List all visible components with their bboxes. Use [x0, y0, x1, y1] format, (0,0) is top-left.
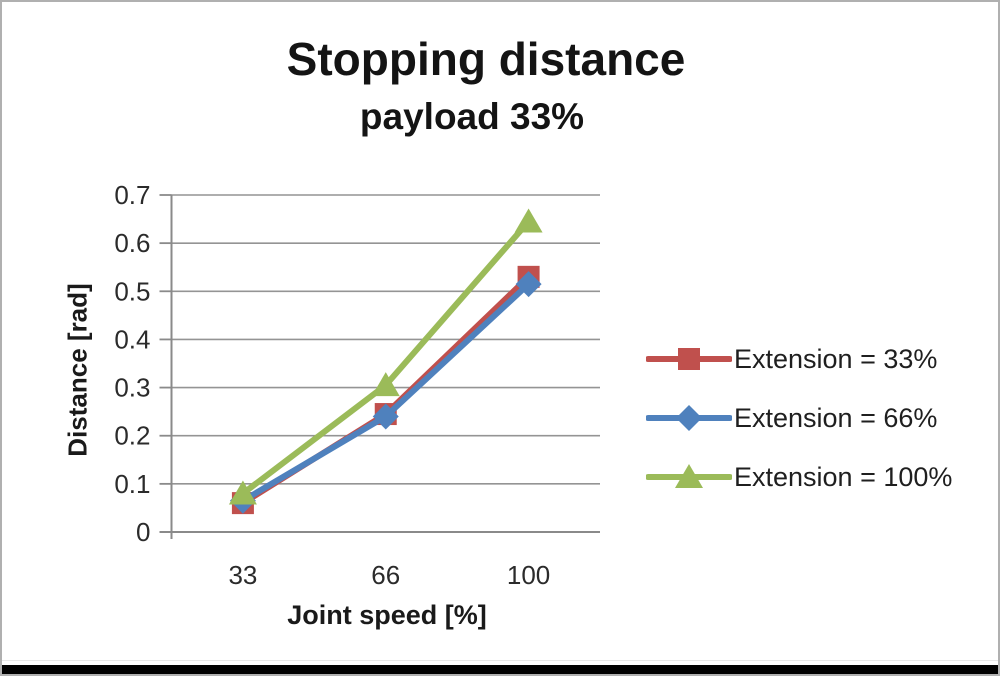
legend-swatch-marker [675, 464, 703, 488]
legend-label: Extension = 33% [734, 343, 938, 374]
legend-marker-diamond [646, 405, 732, 431]
x-axis-title: Joint speed [%] [287, 600, 487, 630]
x-tick-label: 33 [228, 560, 257, 590]
bottom-rule [2, 660, 998, 661]
series-marker [371, 372, 400, 397]
x-tick-label: 100 [507, 560, 550, 590]
legend-swatch-marker [678, 348, 700, 370]
chart-subtitle: payload 33% [359, 96, 585, 137]
legend-marker-triangle [646, 464, 732, 488]
legend-swatch-marker [676, 405, 702, 431]
legend-item: Extension = 33% [646, 340, 952, 378]
y-tick-label: 0.6 [114, 228, 150, 258]
legend-item: Extension = 100% [646, 458, 952, 496]
series-line [239, 218, 532, 497]
legend-label: Extension = 100% [734, 461, 953, 492]
x-tick-label: 66 [371, 560, 400, 590]
y-tick-label: 0.5 [114, 276, 150, 306]
legend-label: Extension = 66% [734, 402, 938, 433]
y-tick-label: 0.4 [114, 324, 150, 354]
y-tick-label: 0.3 [114, 373, 150, 403]
y-tick-label: 0.1 [114, 469, 150, 499]
legend-marker-square [646, 348, 732, 370]
chart-title: Stopping distance [286, 33, 686, 85]
series-marker [228, 480, 257, 505]
bottom-bar [2, 665, 998, 674]
y-tick-label: 0.2 [114, 421, 150, 451]
series-marker [514, 208, 543, 233]
series-marker [372, 403, 399, 430]
y-tick-label: 0 [136, 517, 150, 547]
legend: Extension = 33% Extension = 66% Extensio… [646, 340, 952, 517]
legend-item: Extension = 66% [646, 399, 952, 437]
series-marker [515, 271, 542, 298]
y-tick-label: 0.7 [114, 180, 150, 210]
